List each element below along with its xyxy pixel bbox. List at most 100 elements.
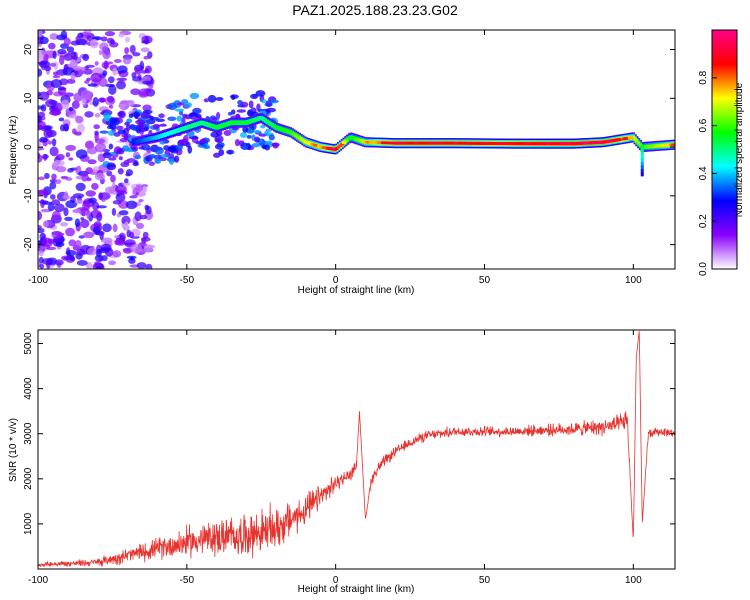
heatmap-blob — [216, 142, 225, 148]
heatmap-noise-blob — [38, 154, 43, 163]
heatmap-streak — [640, 148, 644, 153]
heatmap-noise-blob — [74, 199, 85, 205]
heatmap-noise-blob — [94, 138, 106, 144]
heatmap-noise-blob — [86, 177, 92, 182]
heatmap-noise-blob — [60, 175, 69, 180]
heatmap-blob — [177, 140, 185, 145]
heatmap-noise-blob — [95, 265, 102, 269]
heatmap-blob — [109, 117, 118, 124]
ridge-segment — [299, 137, 303, 141]
heatmap-noise-blob — [69, 254, 75, 262]
heatmap-noise-blob — [57, 87, 67, 91]
heatmap-noise-blob — [64, 216, 73, 222]
heatmap-noise-blob — [110, 174, 116, 183]
heatmap-noise-blob — [41, 50, 53, 55]
y-tick-label: -20 — [23, 237, 34, 252]
heatmap-noise-blob — [48, 42, 56, 50]
ridge-core — [397, 141, 402, 145]
ridge-segment — [529, 142, 534, 146]
heatmap-noise-blob — [38, 225, 42, 229]
heatmap-noise-blob — [65, 200, 78, 209]
ridge-segment — [651, 144, 655, 148]
ridge-segment — [301, 138, 305, 142]
ridge-segment — [635, 139, 639, 143]
ridge-segment — [601, 140, 605, 144]
ridge-segment — [185, 126, 189, 130]
ridge-segment — [347, 136, 351, 140]
heatmap-noise-blob — [74, 239, 82, 250]
heatmap-noise-blob — [49, 194, 56, 200]
heatmap-blob — [216, 111, 221, 120]
ridge-segment — [162, 133, 166, 137]
heatmap-blob — [215, 96, 224, 101]
ridge-segment — [187, 125, 191, 129]
heatmap-noise-blob — [114, 238, 123, 245]
heatmap-noise-blob — [38, 227, 45, 234]
heatmap-streak — [640, 162, 644, 167]
heatmap-blob — [269, 99, 279, 104]
heatmap-blob — [106, 164, 116, 168]
ridge-segment — [224, 122, 228, 126]
ridge-core — [341, 141, 346, 144]
heatmap-noise-blob — [98, 50, 104, 55]
ridge-core — [561, 142, 566, 145]
ridge-segment — [144, 138, 148, 142]
heatmap-noise-blob — [84, 111, 94, 118]
heatmap-noise-blob — [144, 204, 150, 211]
heatmap-noise-blob — [138, 88, 151, 97]
ridge-core — [517, 142, 522, 145]
ridge-core — [474, 142, 479, 145]
ridge-segment — [254, 117, 259, 121]
heatmap-noise-blob — [136, 262, 147, 269]
ridge-segment — [574, 142, 578, 146]
ridge-segment — [213, 125, 218, 129]
heatmap-noise-blob — [54, 203, 65, 213]
heatmap-blob — [260, 124, 266, 129]
heatmap-blob — [215, 138, 221, 142]
ridge-segment — [272, 124, 276, 128]
heatmap-noise-blob — [41, 237, 53, 248]
heatmap-noise-blob — [39, 36, 49, 45]
heatmap-noise-blob — [86, 77, 91, 82]
heatmap-blob — [207, 94, 217, 103]
heatmap-noise-blob — [47, 203, 55, 212]
snr-x-ticks: -100 -50 0 50 100 — [28, 330, 642, 586]
heatmap-streak — [640, 172, 644, 177]
heatmap-noise-blob — [38, 142, 42, 147]
heatmap-blob — [108, 143, 114, 150]
heatmap-noise-blob — [59, 222, 69, 227]
heatmap-noise-blob — [121, 215, 131, 225]
ridge-segment — [649, 144, 653, 148]
heatmap-noise-blob — [129, 256, 135, 261]
ridge-segment — [183, 126, 187, 130]
heatmap-blob — [261, 99, 267, 104]
x-tick-label: 0 — [333, 275, 339, 286]
ridge-segment — [199, 121, 203, 125]
ridge-segment — [156, 135, 160, 139]
ridge-segment — [145, 137, 150, 141]
ridge-segment — [533, 142, 537, 146]
ridge-segment — [154, 135, 159, 139]
heatmap-noise-blob — [81, 97, 87, 106]
y-tick-label: 1000 — [23, 512, 34, 535]
ridge-segment — [217, 125, 221, 129]
ridge-segment — [374, 141, 378, 145]
ridge-segment — [358, 138, 362, 142]
ridge-segment — [158, 134, 162, 138]
heatmap-noise-blob — [38, 91, 50, 101]
heatmap-noise-blob — [93, 124, 100, 130]
heatmap-noise-blob — [80, 89, 92, 100]
heatmap-noise-blob — [90, 72, 102, 83]
ridge-segment — [279, 127, 284, 131]
ridge-core — [588, 141, 593, 145]
y-tick-label: 3000 — [23, 422, 34, 445]
ridge-segment — [229, 121, 234, 125]
heatmap-blob — [250, 93, 259, 99]
heatmap-noise-blob — [124, 47, 130, 54]
heatmap-noise-blob — [75, 149, 88, 159]
heatmap-noise-blob — [112, 250, 122, 258]
ridge-segment — [660, 144, 664, 148]
ridge-segment — [270, 123, 275, 127]
heatmap-blob — [268, 134, 275, 141]
